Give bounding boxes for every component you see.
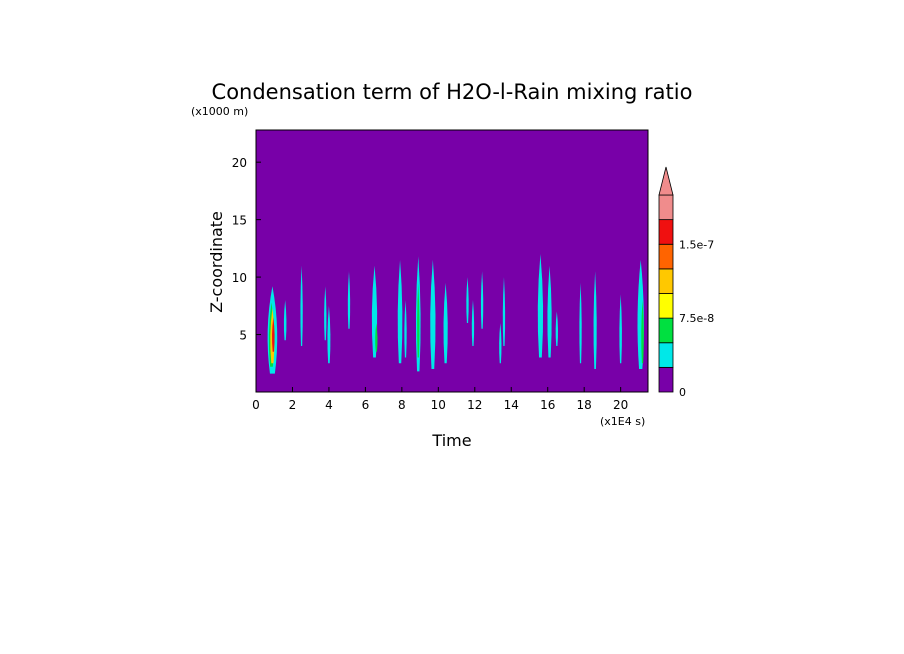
contour-cell [537,254,544,358]
plot-background [256,130,648,392]
contour-cell [397,259,403,364]
x-tick-label: 16 [540,398,555,412]
y-unit-label: (x1000 m) [191,105,248,118]
x-tick-label: 8 [398,398,406,412]
plot-area [256,130,648,392]
colorbar-swatch [658,366,674,393]
contour-cell [300,265,303,347]
x-tick-label: 12 [467,398,482,412]
x-tick-label: 20 [613,398,628,412]
colorbar-swatch [658,317,674,344]
contour-cell [327,305,331,364]
contour-cell [471,300,475,347]
colorbar-tick-label: 1.5e-7 [679,238,714,251]
colorbar-tick-label: 0 [679,386,686,399]
x-axis: 0 2 4 6 8 10 12 14 16 18 20 [252,387,628,412]
chart-title: Condensation term of H2O-l-Rain mixing r… [212,80,693,104]
x-tick-label: 10 [431,398,446,412]
contour-cell [641,300,644,364]
contour-cell [283,300,287,341]
colorbar-tick-label: 7.5e-8 [679,312,714,325]
x-tick-label: 14 [504,398,519,412]
y-tick-label: 5 [239,329,247,343]
contour-cell [499,323,502,364]
contour-cell [466,277,469,324]
contour-cell [555,311,559,347]
contour-cell [417,282,420,358]
contour-cell [443,282,448,364]
y-tick-label: 20 [232,156,247,170]
contour-cell [480,271,484,329]
contour-cell [579,282,582,364]
y-axis-title: Z-coordinate [207,211,226,313]
x-unit-label: (x1E4 s) [600,415,645,428]
colorbar-swatch [658,194,674,221]
colorbar-swatch [658,342,674,368]
contour-cell [547,265,552,358]
contour-cell [375,323,378,352]
contour-cell [324,286,327,341]
x-axis-title: Time [431,431,471,450]
plot-frame [255,129,649,393]
y-axis: 5 10 15 20 [232,156,261,343]
y-tick-label: 15 [232,214,247,228]
x-tick-label: 6 [362,398,370,412]
colorbar-swatch [658,243,674,270]
contour-cell [619,294,622,364]
y-tick-label: 10 [232,271,247,285]
colorbar-swatch [658,293,674,319]
contour-cell [593,271,597,370]
contour-cell [404,300,407,358]
colorbar-swatch [658,268,674,294]
colorbar-swatch [658,219,674,245]
x-tick-label: 4 [325,398,333,412]
colorbar: 0 7.5e-8 1.5e-7 [658,166,714,399]
x-tick-label: 18 [577,398,592,412]
contour-cell [502,277,506,347]
x-tick-label: 2 [289,398,297,412]
x-tick-label: 0 [252,398,260,412]
colorbar-extend-arrow [658,166,674,196]
contour-cell [272,317,275,352]
contour-cell [430,259,436,370]
contour-cell [347,271,351,329]
